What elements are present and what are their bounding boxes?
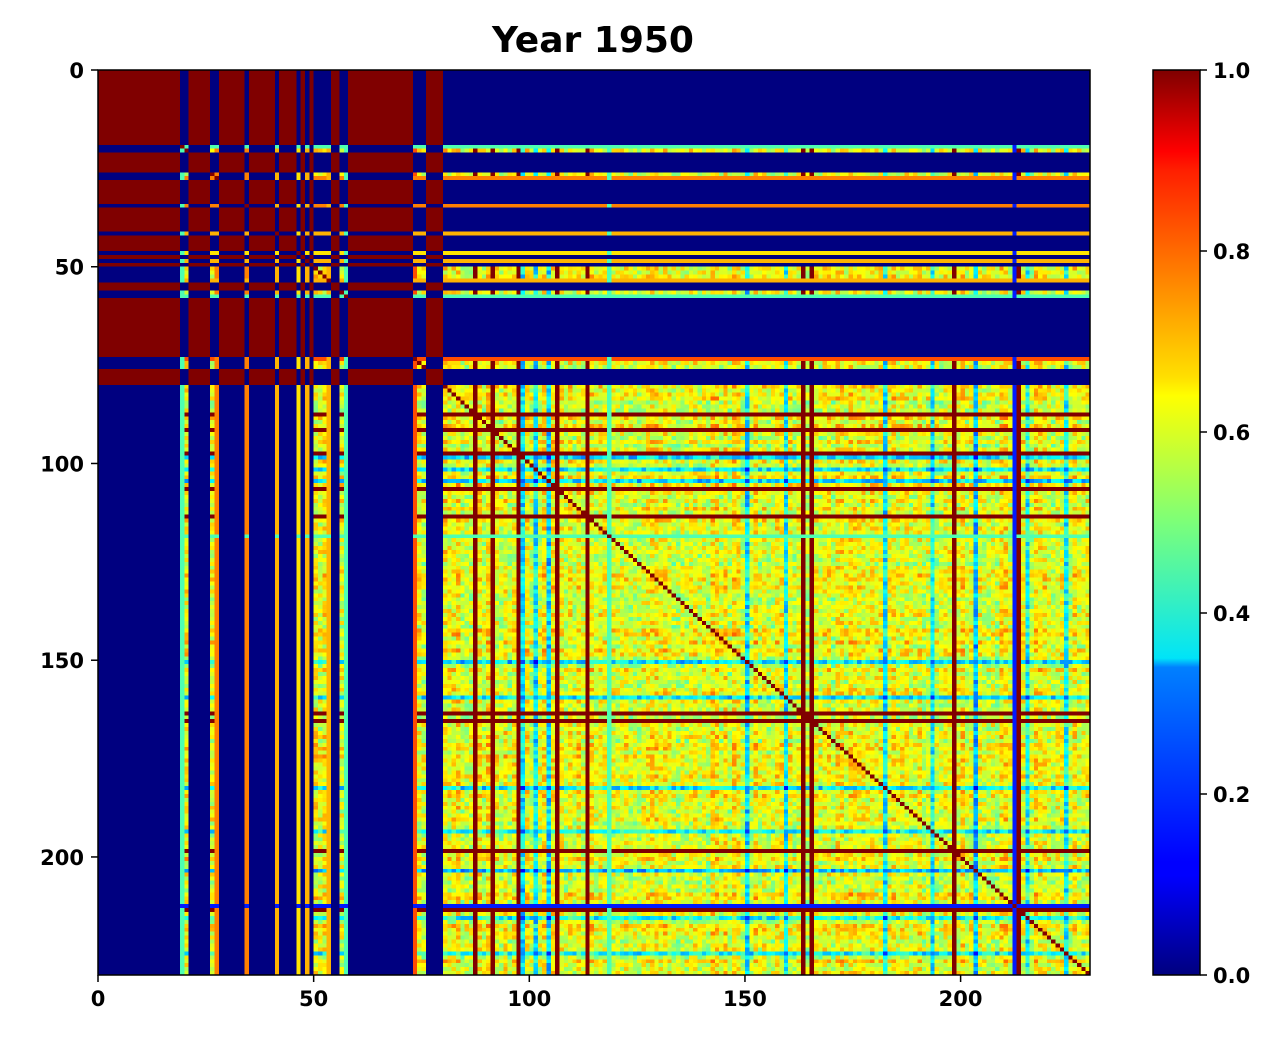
colorbar-tick-label: 0.6 [1213, 421, 1250, 445]
colorbar-tick-label: 0.2 [1213, 783, 1250, 807]
x-tick-label: 0 [91, 987, 106, 1011]
colorbar-tick-label: 0.4 [1213, 602, 1250, 626]
colorbar-tick-label: 0.0 [1213, 964, 1250, 988]
x-tick-label: 100 [507, 987, 551, 1011]
heatmap-frame [97, 69, 1091, 976]
x-axis: 0 50 100 150 200 [91, 975, 983, 1011]
colorbar [1152, 69, 1201, 976]
heatmap-image [98, 70, 1090, 975]
colorbar-tick-label: 0.8 [1213, 240, 1250, 264]
colorbar-tick-label: 1.0 [1213, 59, 1250, 83]
y-tick-label: 100 [40, 452, 84, 476]
x-tick-label: 50 [299, 987, 328, 1011]
y-axis: 0 50 100 150 200 [40, 59, 98, 870]
chart-title: Year 1950 [491, 20, 694, 61]
colorbar-axis: 0.0 0.2 0.4 0.6 0.8 1.0 [1200, 59, 1250, 988]
y-tick-label: 0 [69, 59, 84, 83]
y-tick-label: 150 [40, 649, 84, 673]
y-tick-label: 200 [40, 846, 84, 870]
y-tick-label: 50 [55, 256, 84, 280]
x-tick-label: 150 [723, 987, 767, 1011]
x-tick-label: 200 [939, 987, 983, 1011]
heatmap-cells [98, 70, 1090, 975]
